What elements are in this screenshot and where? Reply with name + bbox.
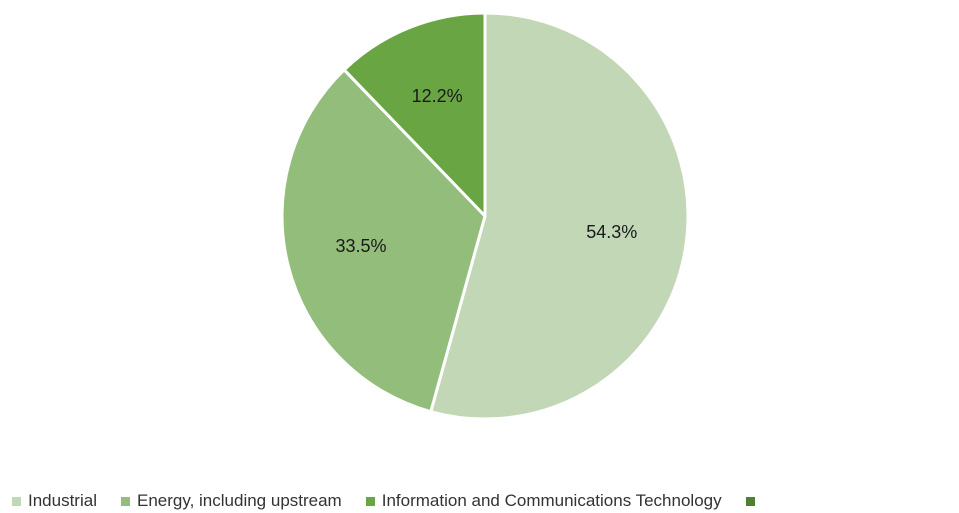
legend-label-2: Energy, including upstream (136, 491, 342, 510)
pie-plot-area: 54.3% 33.5% 12.2% (280, 11, 690, 421)
legend-item-1: Industrial (12, 491, 97, 511)
legend-swatch-2 (120, 496, 130, 506)
legend-swatch-4 (745, 496, 755, 506)
legend-label-1: Industrial (28, 491, 97, 510)
slice-value-label-1: 54.3% (586, 222, 637, 242)
chart-legend: Industrial Energy, including upstream Info… (12, 490, 762, 512)
legend-item-4 (745, 496, 762, 506)
slice-value-label-3: 12.2% (412, 86, 463, 106)
legend-item-3: Information and Communications Technolog… (365, 491, 722, 511)
legend-swatch-3 (365, 496, 375, 506)
legend-label-3: Information and Communications Technolog… (381, 491, 722, 510)
pie-slice-3 (342, 11, 487, 218)
legend-item-2: Energy, including upstream (120, 491, 342, 511)
pie-slice-1 (429, 11, 690, 421)
legend-swatch-1 (12, 496, 21, 506)
pie-slice-2 (280, 68, 487, 414)
slice-value-label-2: 33.5% (336, 236, 387, 256)
